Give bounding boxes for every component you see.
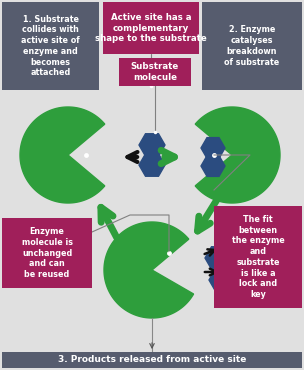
Text: Active site has a
complementary
shape to the substrate: Active site has a complementary shape to… <box>95 13 207 43</box>
Text: 1. Substrate
collides with
active site of
enzyme and
becomes
attached: 1. Substrate collides with active site o… <box>21 15 80 77</box>
Polygon shape <box>205 247 231 269</box>
FancyBboxPatch shape <box>2 2 99 90</box>
Polygon shape <box>201 156 225 176</box>
Polygon shape <box>201 138 225 158</box>
Polygon shape <box>104 222 194 318</box>
Text: 2. Enzyme
catalyses
breakdown
of substrate: 2. Enzyme catalyses breakdown of substra… <box>224 26 280 67</box>
FancyBboxPatch shape <box>103 2 199 54</box>
Text: 3. Products released from active site: 3. Products released from active site <box>58 356 246 364</box>
FancyBboxPatch shape <box>2 218 92 288</box>
Polygon shape <box>195 107 280 203</box>
Polygon shape <box>139 134 165 156</box>
FancyBboxPatch shape <box>119 58 191 86</box>
FancyBboxPatch shape <box>214 206 302 308</box>
Polygon shape <box>209 269 235 291</box>
Text: Substrate
molecule: Substrate molecule <box>131 62 179 82</box>
Text: The fit
between
the enzyme
and
substrate
is like a
lock and
key: The fit between the enzyme and substrate… <box>232 215 284 299</box>
FancyBboxPatch shape <box>202 2 302 90</box>
FancyBboxPatch shape <box>2 352 302 368</box>
Polygon shape <box>20 107 105 203</box>
Polygon shape <box>139 154 165 176</box>
Text: Enzyme
molecule is
unchanged
and can
be reused: Enzyme molecule is unchanged and can be … <box>22 227 72 279</box>
